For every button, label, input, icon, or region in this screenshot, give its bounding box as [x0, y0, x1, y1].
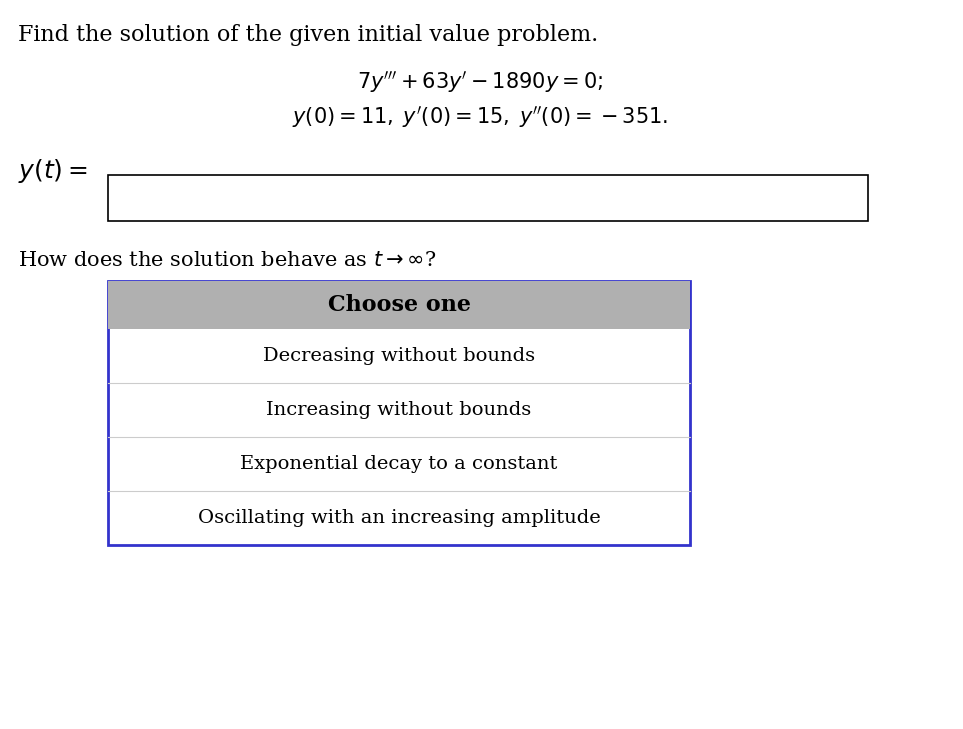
- Text: Exponential decay to a constant: Exponential decay to a constant: [241, 455, 558, 473]
- FancyBboxPatch shape: [108, 175, 868, 221]
- FancyBboxPatch shape: [108, 281, 690, 329]
- Text: Oscillating with an increasing amplitude: Oscillating with an increasing amplitude: [197, 509, 600, 527]
- Text: $y(0) = 11, \; y'(0) = 15, \; y''(0) = -351.$: $y(0) = 11, \; y'(0) = 15, \; y''(0) = -…: [292, 104, 668, 130]
- Text: Choose one: Choose one: [327, 294, 471, 316]
- Text: How does the solution behave as $t \to \infty$?: How does the solution behave as $t \to \…: [18, 251, 436, 270]
- Text: Find the solution of the given initial value problem.: Find the solution of the given initial v…: [18, 24, 598, 46]
- Text: Decreasing without bounds: Decreasing without bounds: [263, 347, 535, 365]
- Text: Increasing without bounds: Increasing without bounds: [267, 401, 532, 419]
- FancyBboxPatch shape: [108, 281, 690, 545]
- Text: $7y''' + 63y' - 1890y = 0;$: $7y''' + 63y' - 1890y = 0;$: [357, 69, 603, 95]
- Text: $y(t) =$: $y(t) =$: [18, 157, 88, 185]
